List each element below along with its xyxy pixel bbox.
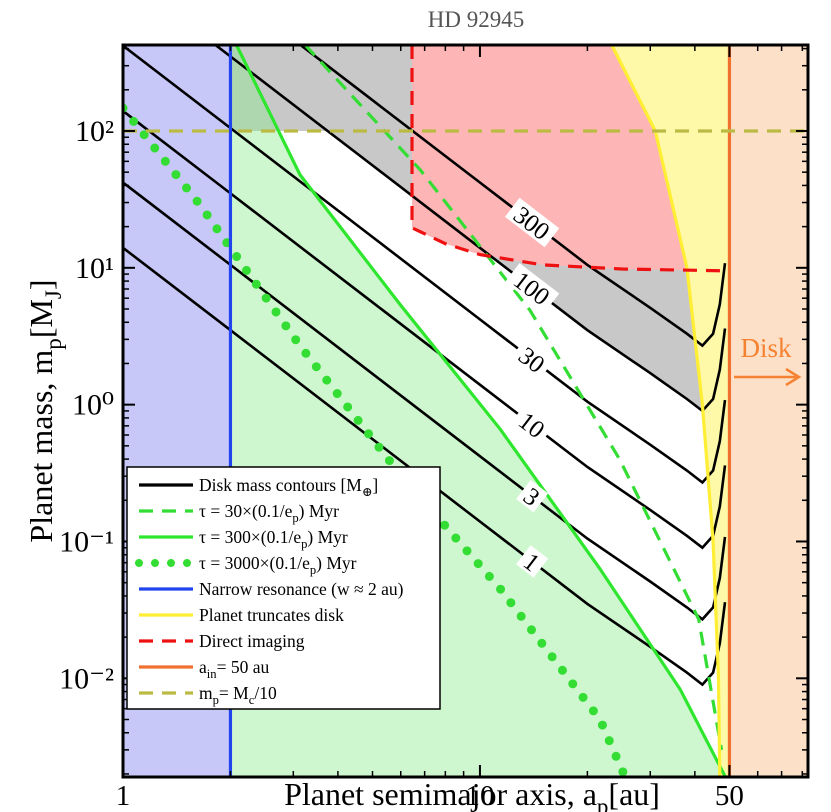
label-background xyxy=(504,197,560,248)
contour-line xyxy=(123,109,727,550)
text-part: ] xyxy=(23,279,59,290)
text-part: Narrow resonance (w ≈ 2 au) xyxy=(199,579,404,599)
subscript: p xyxy=(301,537,307,551)
annotation-arrowhead xyxy=(785,367,802,387)
label-background xyxy=(510,338,554,380)
contour-line xyxy=(123,45,727,485)
label-background xyxy=(516,479,549,513)
contour-label: 30 xyxy=(510,338,554,380)
text-part: τ = 3000×(0.1/e xyxy=(199,553,310,573)
curve xyxy=(410,45,730,273)
text-part: Direct imaging xyxy=(199,631,305,651)
y-tick-label: 10⁰ xyxy=(72,389,114,422)
text-part: ) Myr xyxy=(316,553,357,573)
chart-title: HD 92945 xyxy=(428,7,524,32)
text-part: Planet truncates disk xyxy=(199,605,344,625)
curve xyxy=(235,45,727,777)
text-part: /10 xyxy=(254,683,277,703)
subscript: c xyxy=(249,693,255,707)
subscript: ⊕ xyxy=(362,485,373,499)
subscript: p xyxy=(292,511,298,525)
legend-label: τ = 300×(0.1/ep) Myr xyxy=(199,527,348,551)
legend-label: ain= 50 au xyxy=(199,657,269,681)
legend-label: Direct imaging xyxy=(199,631,305,651)
text-part: τ = 30×(0.1/e xyxy=(199,501,293,521)
y-tick-label: 10⁻¹ xyxy=(59,525,114,558)
text-part: ) Myr xyxy=(299,501,340,521)
y-tick-label: 10⁻² xyxy=(59,662,114,695)
subscript: p xyxy=(597,793,609,812)
legend: Disk mass contours [M⊕]τ = 30×(0.1/ep) M… xyxy=(126,466,441,710)
legend-label: Narrow resonance (w ≈ 2 au) xyxy=(199,579,404,599)
x-tick-label: 10 xyxy=(465,780,494,812)
text-part: = M xyxy=(219,683,249,703)
text-part: τ = 300×(0.1/e xyxy=(199,527,301,547)
label-background xyxy=(504,263,560,313)
label-background xyxy=(516,545,549,578)
legend-label: τ = 30×(0.1/ep) Myr xyxy=(199,501,339,525)
label-background xyxy=(510,404,554,446)
text-part: ] xyxy=(372,475,378,495)
x-tick-label: 1 xyxy=(116,780,131,812)
x-axis-label: Planet semimajor axis, ap[au] xyxy=(284,776,660,812)
text-part: Planet semimajor axis, a xyxy=(284,776,597,812)
curve xyxy=(304,45,724,751)
legend-label: τ = 3000×(0.1/ep) Myr xyxy=(199,553,357,577)
y-axis-label: Planet mass, mp[MJ] xyxy=(23,279,66,542)
region xyxy=(611,45,730,777)
text-part: m xyxy=(199,683,213,703)
subscript: p xyxy=(40,338,66,350)
x-tick-label: 50 xyxy=(715,780,744,812)
subscript: J xyxy=(40,290,66,299)
annotation: Disk xyxy=(740,333,792,363)
contour-line xyxy=(298,45,727,348)
contour-line xyxy=(213,45,727,413)
y-tick-label: 10² xyxy=(75,115,114,148)
text-part: Disk mass contours [M xyxy=(199,475,362,495)
legend-label: Planet truncates disk xyxy=(199,605,344,625)
subscript: p xyxy=(213,693,219,707)
y-tick-label: 10¹ xyxy=(75,252,114,285)
text-part: [au] xyxy=(608,776,660,812)
text-part: = 50 au xyxy=(217,657,270,677)
text-part: a xyxy=(199,657,207,677)
text-part: Planet mass, m xyxy=(23,350,59,543)
legend-label: mp= Mc/10 xyxy=(199,683,277,707)
subscript: in xyxy=(207,667,217,681)
legend-label: Disk mass contours [M⊕] xyxy=(199,475,378,499)
region xyxy=(729,45,808,777)
subscript: p xyxy=(310,563,316,577)
text-part: ) Myr xyxy=(307,527,348,547)
text-part: [M xyxy=(23,299,59,338)
